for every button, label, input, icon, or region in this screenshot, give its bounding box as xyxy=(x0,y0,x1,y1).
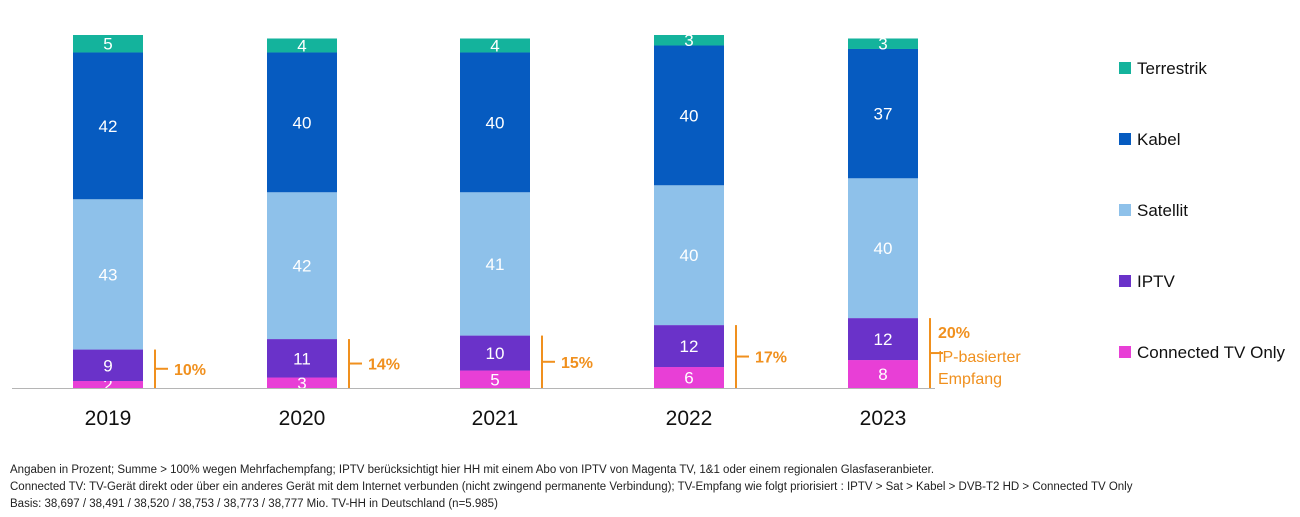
legend: Terrestrik Kabel Satellit IPTV Connected TV … xyxy=(1119,59,1286,362)
legend-label-connected-tv-only: Connected TV Only xyxy=(1137,343,1286,362)
data-label-connected-tv-only-2023: 8 xyxy=(878,365,887,384)
data-label-terrestrik-2019: 5 xyxy=(103,35,112,54)
data-label-terrestrik-2023: 3 xyxy=(878,35,887,54)
data-label-terrestrik-2022: 3 xyxy=(684,31,693,50)
x-axis: 2019 2020 2021 2022 2023 xyxy=(12,388,935,430)
ip-annotations: 10% 14% 15% 17% 20% IP-basierter Empfang xyxy=(154,318,1021,388)
data-label-satellit-2019: 43 xyxy=(99,265,118,284)
x-tick-label-2022: 2022 xyxy=(666,407,713,430)
bar-connected-tv-only-2020 xyxy=(267,377,337,388)
bar-area: 29 43 42 5 3 11 42 40 4 5 10 41 40 4 6 12 40 40 3 8 12 40 37 3 xyxy=(73,31,918,395)
bar-terrestrik-2020 xyxy=(267,38,337,53)
bar-kabel-2021 xyxy=(460,52,530,193)
data-label-connected-tv-only-2020: 3 xyxy=(297,374,306,393)
bar-terrestrik-2022 xyxy=(654,35,724,46)
legend-label-satellit: Satellit xyxy=(1137,201,1188,220)
data-label-kabel-2022: 40 xyxy=(680,106,699,125)
data-label-kabel-2019: 42 xyxy=(99,117,118,136)
x-tick-label-2021: 2021 xyxy=(472,407,519,430)
bar-satellit-2022 xyxy=(654,185,724,326)
data-label-connected-tv-only-2022: 6 xyxy=(684,369,693,388)
bar-iptv-2023 xyxy=(848,318,918,361)
bar-satellit-2021 xyxy=(460,192,530,336)
data-label-satellit-2022: 40 xyxy=(680,246,699,265)
footnote-2: Connected TV: TV-Gerät direkt oder über … xyxy=(10,481,1133,493)
bar-connected-tv-only-2021 xyxy=(460,370,530,388)
stacked-bar-chart: 294342531142404510414046124040381240373 … xyxy=(12,31,1286,430)
footnotes: Angaben in Prozent; Summe > 100% wegen M… xyxy=(10,462,1300,513)
bar-iptv-2022 xyxy=(654,325,724,368)
data-label-iptv-2022: 12 xyxy=(680,337,699,356)
bar-connected-tv-only-2022 xyxy=(654,367,724,388)
ip-share-label-2021: 15% xyxy=(561,355,593,372)
legend-swatch-terrestrik xyxy=(1119,62,1131,74)
bar-iptv-2019 xyxy=(73,349,143,382)
data-label-connected-tv-only-2021: 5 xyxy=(490,370,499,389)
legend-label-terrestrik: Terrestrik xyxy=(1137,59,1207,78)
legend-swatch-satellit xyxy=(1119,204,1131,216)
legend-label-kabel: Kabel xyxy=(1137,130,1180,149)
x-tick-label-2019: 2019 xyxy=(85,407,132,430)
bar-kabel-2022 xyxy=(654,45,724,186)
legend-swatch-connected-tv-only xyxy=(1119,346,1131,358)
bar-iptv-2020 xyxy=(267,339,337,378)
data-label-terrestrik-2020: 4 xyxy=(297,36,306,55)
bar-satellit-2023 xyxy=(848,178,918,319)
x-tick-label-2020: 2020 xyxy=(279,407,326,430)
data-label-iptv-2023: 12 xyxy=(874,330,893,349)
ip-sublabel-2: Empfang xyxy=(938,371,1002,388)
bar-connected-tv-only-2023 xyxy=(848,360,918,388)
data-label-connected-tv-only-2019: 2 xyxy=(103,376,112,395)
bar-terrestrik-2019 xyxy=(73,35,143,53)
x-tick-label-2023: 2023 xyxy=(860,407,907,430)
bar-satellit-2020 xyxy=(267,192,337,340)
ip-share-label-2022: 17% xyxy=(755,350,787,367)
bar-terrestrik-2021 xyxy=(460,38,530,53)
data-label-kabel-2023: 37 xyxy=(874,105,893,124)
footnote-3: Basis: 38,697 / 38,491 / 38,520 / 38,753… xyxy=(10,498,498,510)
bar-connected-tv-only-2019 xyxy=(73,381,143,388)
data-label-satellit-2021: 41 xyxy=(486,255,505,274)
data-label-iptv-2020: 11 xyxy=(293,349,311,368)
bar-terrestrik-2023 xyxy=(848,38,918,49)
data-label-iptv-2019: 9 xyxy=(103,356,112,375)
data-label-kabel-2021: 40 xyxy=(486,113,505,132)
bar-satellit-2019 xyxy=(73,199,143,350)
ip-share-label-2019: 10% xyxy=(174,362,206,379)
data-label-iptv-2021: 10 xyxy=(486,344,505,363)
ip-share-label-2023: 20% xyxy=(938,325,970,342)
data-label-terrestrik-2021: 4 xyxy=(490,36,499,55)
legend-label-iptv: IPTV xyxy=(1137,272,1175,291)
data-label-satellit-2020: 42 xyxy=(293,257,312,276)
bar-kabel-2023 xyxy=(848,48,918,179)
ip-share-label-2020: 14% xyxy=(368,357,400,374)
legend-swatch-kabel xyxy=(1119,133,1131,145)
data-label-satellit-2023: 40 xyxy=(874,239,893,258)
ip-sublabel-1: IP-basierter xyxy=(938,349,1021,366)
bar-kabel-2020 xyxy=(267,52,337,193)
data-label-kabel-2020: 40 xyxy=(293,113,312,132)
legend-swatch-iptv xyxy=(1119,275,1131,287)
bar-iptv-2021 xyxy=(460,335,530,371)
bar-kabel-2019 xyxy=(73,52,143,200)
footnote-1: Angaben in Prozent; Summe > 100% wegen M… xyxy=(10,464,935,476)
